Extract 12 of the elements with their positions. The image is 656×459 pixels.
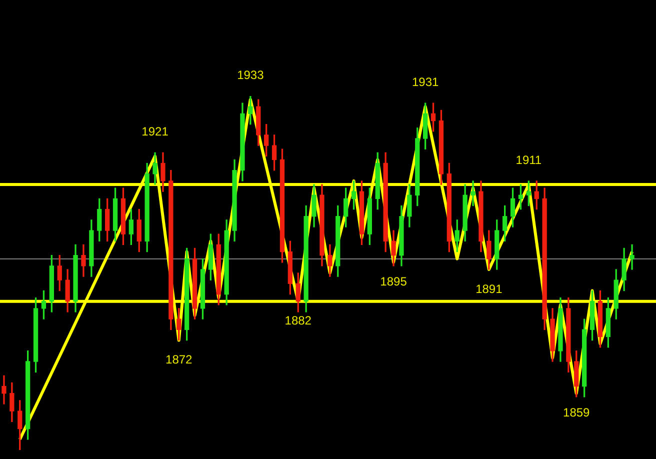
annotation: 1911 — [516, 152, 542, 167]
annotation: 1921 — [142, 124, 169, 138]
annotation: 1933 — [237, 68, 264, 82]
annotation: 1931 — [412, 74, 439, 89]
annotation: 1895 — [380, 274, 408, 289]
annotation: 1882 — [284, 314, 312, 328]
candlestick — [2, 375, 6, 404]
annotation: 1891 — [476, 282, 503, 296]
annotation: 1859 — [563, 406, 590, 420]
candlestick — [470, 180, 476, 206]
annotation: 1872 — [166, 352, 193, 367]
candlestick — [630, 244, 634, 270]
